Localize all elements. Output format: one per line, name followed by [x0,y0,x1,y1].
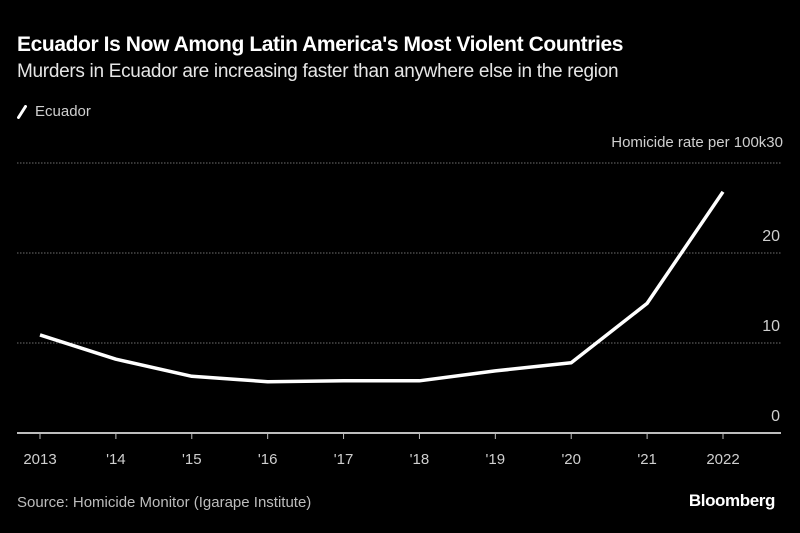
chart-subtitle: Murders in Ecuador are increasing faster… [17,61,619,82]
brand-logo: Bloomberg [688,491,776,510]
x-tick-label: '21 [637,451,657,468]
chart-title: Ecuador Is Now Among Latin America's Mos… [17,33,624,56]
series-lines [39,190,725,384]
x-tick-label: '17 [334,451,354,468]
x-tick-label: '14 [106,451,126,468]
x-tick-label: 2013 [23,451,56,468]
source-note: Source: Homicide Monitor (Igarape Instit… [17,494,312,511]
y-axis-unit-label: Homicide rate per 100k30 [611,134,783,151]
gridlines [17,162,781,344]
x-tick-label: '15 [182,451,202,468]
y-tick-label: 20 [762,228,780,245]
legend-label: Ecuador [35,103,91,120]
x-axis: 2013 '14 '15 '16 '17 '18 '19 '20 '21 2022 [17,432,781,468]
x-tick-label: '19 [486,451,506,468]
legend: Ecuador [17,103,91,120]
x-tick-label: '16 [258,451,278,468]
x-tick-label: '18 [410,451,430,468]
x-tick-label: '20 [561,451,581,468]
y-tick-label: 0 [771,408,780,425]
y-tick-labels: 0102030 [762,228,780,425]
line-swatch-icon [17,104,27,119]
y-tick-label: 10 [762,318,780,335]
x-tick-label: 2022 [706,451,739,468]
series-line-ecuador [39,190,725,384]
